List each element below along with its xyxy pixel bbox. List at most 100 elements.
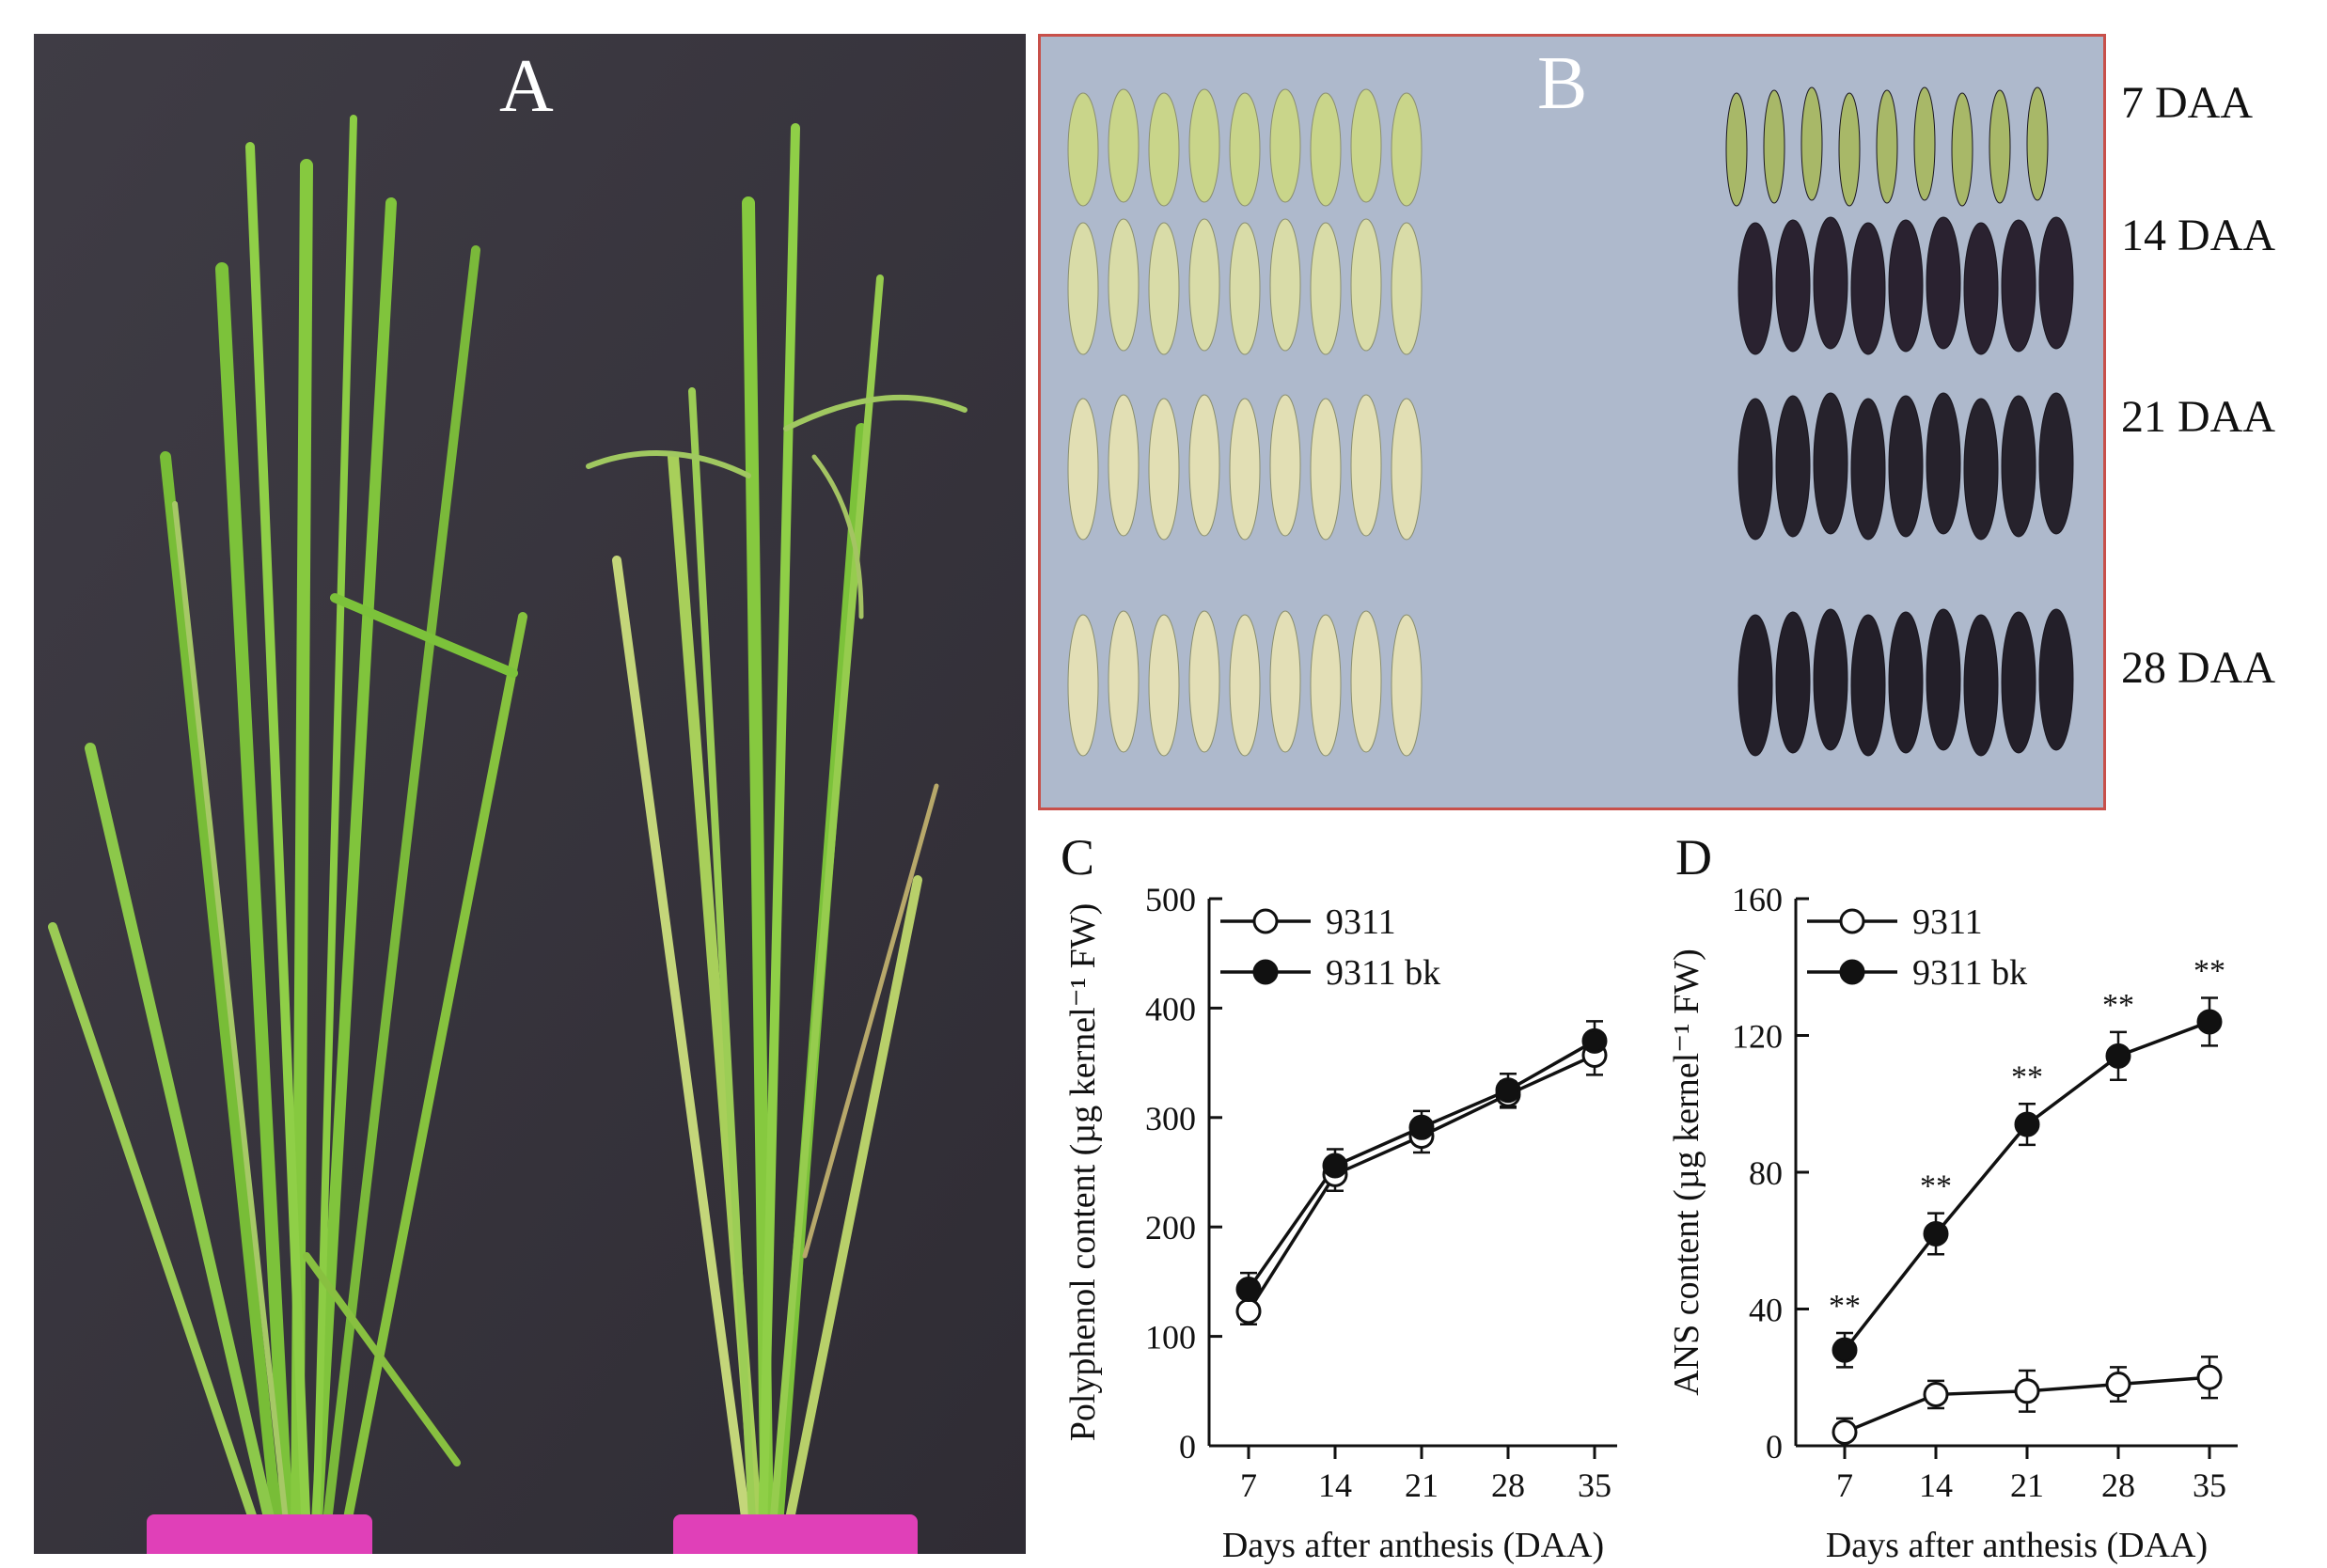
chart-d-ans: D 0 40 80 120 160 7 14 21 28 35 Days after anthesis… <box>1667 829 2238 1565</box>
y-tick-label: 160 <box>1732 881 1783 918</box>
y-tick-label: 200 <box>1145 1209 1196 1247</box>
kernel-white <box>1391 398 1423 541</box>
kernel-white <box>1310 222 1342 355</box>
x-tick-label: 14 <box>1919 1466 1953 1504</box>
kernel-white <box>1391 614 1423 757</box>
kernel-black <box>1989 89 2011 204</box>
significance-annotation: ** <box>1829 1289 1861 1324</box>
y-tick-label: 0 <box>1179 1428 1196 1466</box>
series-line-wt <box>1247 1053 1596 1312</box>
panel-a-label: A <box>499 45 554 128</box>
kernel-black <box>2038 608 2074 751</box>
y-tick-label: 300 <box>1145 1100 1196 1137</box>
kernel-white <box>1269 218 1301 352</box>
y-tick-label: 0 <box>1766 1428 1783 1466</box>
legend-marker <box>1839 908 1865 934</box>
significance-annotation: ** <box>1920 1169 1952 1204</box>
data-point-open <box>2196 1364 2223 1390</box>
data-point-filled <box>1408 1114 1435 1140</box>
x-tick-label: 28 <box>2101 1466 2135 1504</box>
kernel-black <box>1926 608 1961 751</box>
rice-plants-photo: A <box>34 34 1026 1554</box>
data-point-filled <box>1495 1077 1521 1104</box>
kernel-white <box>1350 610 1382 753</box>
kernel-black <box>1888 395 1924 538</box>
legend-marker <box>1252 959 1279 985</box>
kernel-black <box>1737 222 1773 355</box>
chart-c-polyphenol: C 0 100 200 300 400 500 7 14 21 28 35 Days after ant… <box>1061 829 1617 1565</box>
significance-annotation: ** <box>2193 953 2225 988</box>
x-axis-label: Days after anthesis (DAA) <box>1222 1526 1604 1565</box>
daa-label-21: 21 DAA <box>2121 392 2275 442</box>
kernel-white <box>1229 398 1261 541</box>
kernel-black <box>1850 614 1886 757</box>
y-tick-label: 100 <box>1145 1319 1196 1356</box>
kernel-white <box>1148 614 1180 757</box>
kernel-white <box>1310 92 1342 207</box>
data-point-open <box>2014 1378 2040 1404</box>
panel-b-label: B <box>1537 42 1588 125</box>
kernel-black <box>1888 611 1924 754</box>
x-axis-label: Days after anthesis (DAA) <box>1826 1526 2208 1565</box>
x-tick-label: 21 <box>1405 1466 1439 1504</box>
x-tick-label: 14 <box>1318 1466 1352 1504</box>
kernel-black <box>2001 219 2036 353</box>
kernel-black <box>1725 92 1748 207</box>
kernel-white <box>1310 398 1342 541</box>
y-tick-label: 40 <box>1749 1292 1783 1329</box>
daa-label-7: 7 DAA <box>2121 78 2253 128</box>
daa-label-14: 14 DAA <box>2121 211 2275 260</box>
data-point-filled <box>1581 1027 1608 1054</box>
rice-kernels-photo: B <box>1038 34 2106 810</box>
kernel-white <box>1108 394 1140 537</box>
legend-marker <box>1252 908 1279 934</box>
kernel-white <box>1148 398 1180 541</box>
kernel-white <box>1391 222 1423 355</box>
kernel-white <box>1108 88 1140 203</box>
kernel-black <box>1775 395 1811 538</box>
kernel-white <box>1108 218 1140 352</box>
kernel-white <box>1148 92 1180 207</box>
kernel-white <box>1229 614 1261 757</box>
legend-label: 9311 <box>1326 902 1396 942</box>
legend-label: 9311 bk <box>1912 953 2027 993</box>
kernel-black <box>1800 86 1823 201</box>
kernel-white <box>1067 398 1099 541</box>
kernel-black <box>1876 89 1898 204</box>
kernel-white <box>1269 88 1301 203</box>
kernel-black <box>1850 398 1886 541</box>
kernel-white <box>1188 218 1220 352</box>
right-rice-plant <box>586 123 967 1544</box>
kernel-white <box>1229 222 1261 355</box>
right-pot <box>673 1514 918 1554</box>
panel-label: C <box>1061 829 1094 886</box>
kernel-white <box>1350 88 1382 203</box>
kernel-white <box>1188 88 1220 203</box>
y-tick-label: 80 <box>1749 1154 1783 1192</box>
legend-label: 9311 <box>1912 902 1983 942</box>
daa-label-28: 28 DAA <box>2121 643 2275 693</box>
left-rice-plant <box>48 115 527 1544</box>
kernel-black <box>1763 89 1785 204</box>
y-tick-label: 120 <box>1732 1018 1783 1056</box>
data-point-filled <box>1923 1220 1949 1247</box>
kernel-white <box>1188 394 1220 537</box>
kernel-white <box>1148 222 1180 355</box>
y-axis-label: Polyphenol content (µg kernel⁻¹ FW) <box>1063 903 1103 1442</box>
panel-label: D <box>1675 829 1712 886</box>
kernel-white <box>1188 610 1220 753</box>
rice-plants-illustration <box>34 34 1026 1554</box>
x-tick-label: 7 <box>1836 1466 1853 1504</box>
kernel-black <box>1926 392 1961 535</box>
kernel-black <box>1775 219 1811 353</box>
kernel-black <box>2001 395 2036 538</box>
kernel-black <box>1926 216 1961 350</box>
data-point-open <box>1235 1298 1262 1325</box>
data-point-open <box>2105 1372 2131 1398</box>
kernel-white <box>1067 92 1099 207</box>
legend-marker <box>1839 959 1865 985</box>
y-axis-label: ANS content (µg kernel⁻¹ FW) <box>1667 949 1706 1395</box>
data-point-filled <box>2196 1009 2223 1035</box>
legend-label: 9311 bk <box>1326 953 1440 993</box>
kernel-black <box>1737 398 1773 541</box>
